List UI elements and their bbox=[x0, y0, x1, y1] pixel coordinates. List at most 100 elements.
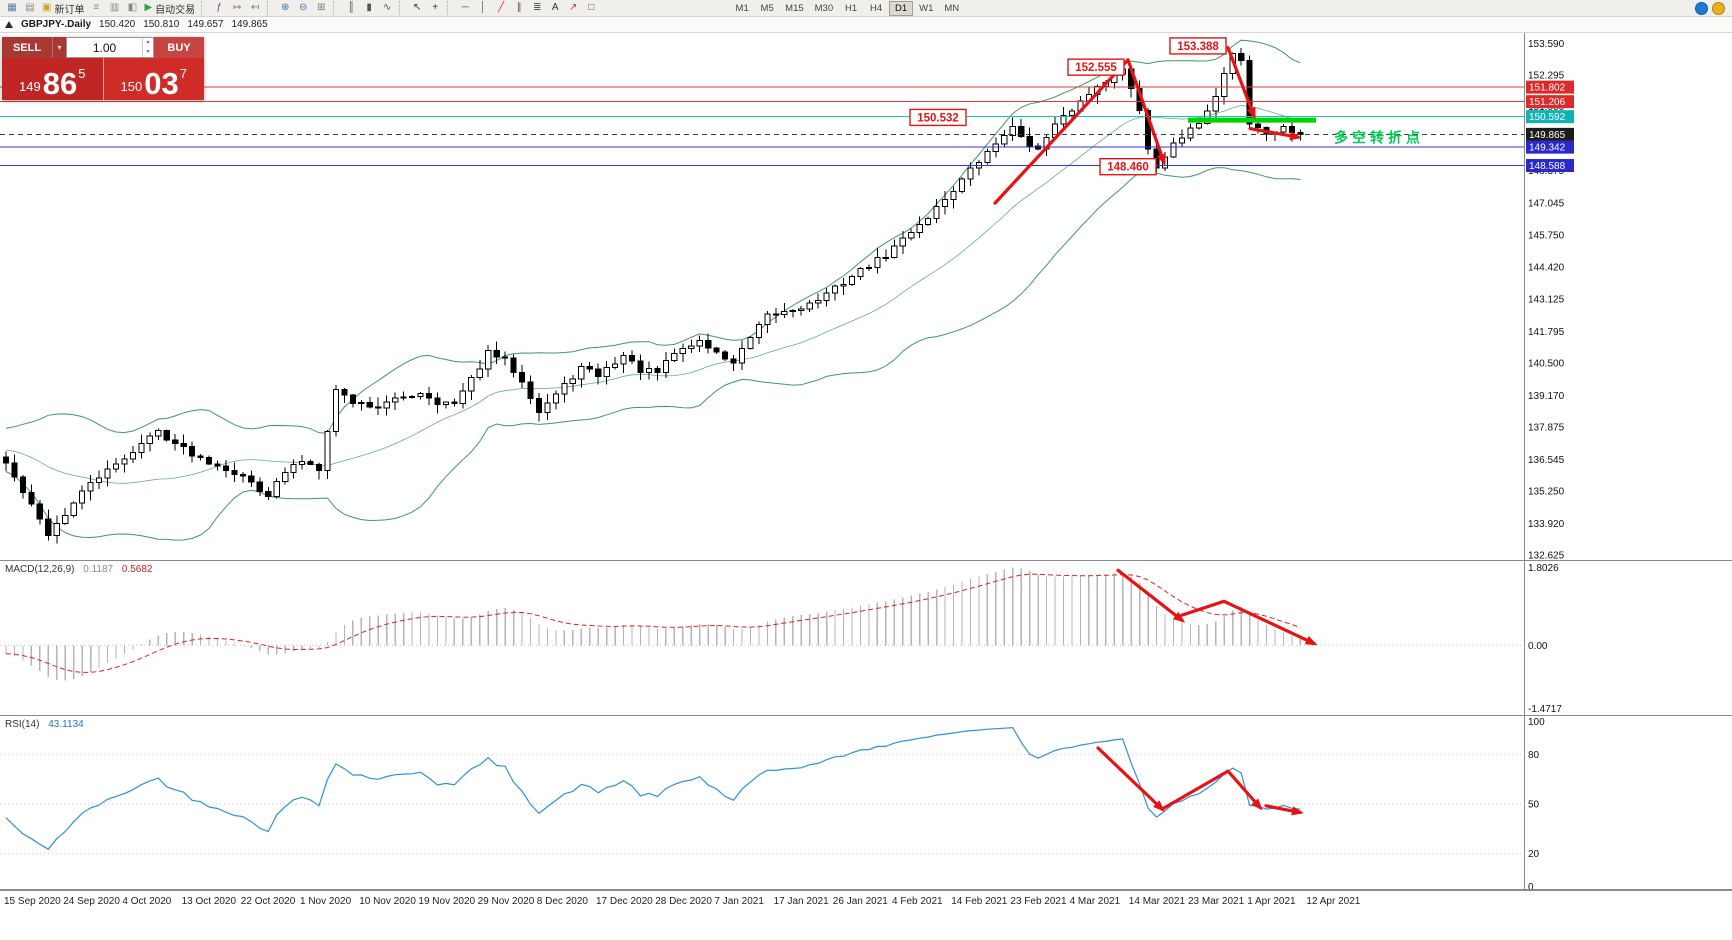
date-label: 23 Mar 2021 bbox=[1188, 896, 1245, 907]
volume-field: ▲ ▼ bbox=[66, 37, 154, 58]
dropdown-arrow-icon: ▾ bbox=[57, 43, 62, 52]
price-callout-text: 153.388 bbox=[1177, 41, 1219, 53]
spinner-up-icon[interactable]: ▲ bbox=[145, 39, 151, 46]
autotrading-icon: ▶ bbox=[144, 2, 153, 13]
arrow-tool-button[interactable]: ↗ bbox=[564, 1, 582, 16]
zoom-out-button[interactable]: ⊖ bbox=[294, 1, 312, 16]
date-label: 22 Oct 2020 bbox=[240, 896, 296, 907]
auto-scroll-button[interactable]: ↦ bbox=[228, 1, 246, 16]
trend-arrow bbox=[1116, 568, 1184, 622]
community-icon[interactable] bbox=[1695, 1, 1708, 15]
trend-arrow-head bbox=[1289, 131, 1302, 141]
date-label: 13 Oct 2020 bbox=[181, 896, 237, 907]
price-callout-text: 152.555 bbox=[1075, 62, 1117, 74]
ohlc-high: 150.810 bbox=[143, 19, 180, 30]
date-label: 23 Feb 2021 bbox=[1010, 896, 1067, 907]
timeframe-h1[interactable]: H1 bbox=[845, 2, 858, 14]
bollinger-lower-band bbox=[5, 167, 1301, 541]
sell-price[interactable]: 149 86 5 bbox=[2, 58, 104, 100]
volume-input[interactable] bbox=[67, 38, 142, 57]
buy-price[interactable]: 150 03 7 bbox=[103, 58, 204, 100]
turning-point-note: 多空转折点 bbox=[1334, 129, 1424, 145]
trend-arrow-head bbox=[1172, 611, 1186, 623]
order-type-dropdown[interactable]: ▾ bbox=[52, 37, 66, 58]
timeframe-h4[interactable]: H4 bbox=[870, 2, 883, 14]
timeframe-mn[interactable]: MN bbox=[944, 2, 960, 14]
autotrading-button[interactable]: ▶ 自动交易 bbox=[141, 1, 198, 16]
profiles-button[interactable]: ▤ bbox=[21, 1, 39, 16]
volume-spinner[interactable]: ▲ ▼ bbox=[142, 38, 153, 57]
new-order-button[interactable]: ▣ 新订单 bbox=[39, 1, 87, 16]
bar-chart-mode-button[interactable]: ║ bbox=[342, 1, 360, 16]
chart-title: GBPJPY-.Daily bbox=[21, 19, 92, 30]
market-watch-button[interactable]: ≡ bbox=[87, 1, 105, 16]
ohlc-close: 149.865 bbox=[231, 19, 268, 30]
vertical-line-tool-button[interactable]: │ bbox=[474, 1, 492, 16]
timeframe-m1[interactable]: M1 bbox=[735, 2, 749, 14]
date-label: 29 Nov 2020 bbox=[477, 896, 535, 907]
buy-button[interactable]: BUY bbox=[154, 37, 204, 58]
tile-windows-button[interactable]: ⊞ bbox=[312, 1, 330, 16]
channel-tool-icon: ∥ bbox=[516, 2, 522, 13]
horizontal-line-tool-button[interactable]: ─ bbox=[456, 1, 474, 16]
price-tick-label: 147.045 bbox=[1528, 199, 1565, 210]
crosshair-tool-icon: + bbox=[432, 2, 439, 13]
date-label: 1 Apr 2021 bbox=[1247, 896, 1296, 907]
indicators-icon: ƒ bbox=[216, 2, 222, 13]
arrow-tool-icon: ↗ bbox=[568, 2, 578, 13]
price-callout-box bbox=[1169, 37, 1227, 55]
candle-chart-mode-button[interactable]: ▮ bbox=[360, 1, 378, 16]
timeframe-m5[interactable]: M5 bbox=[760, 2, 774, 14]
alert-icon[interactable] bbox=[1712, 1, 1725, 15]
shapes-tool-button[interactable]: □ bbox=[582, 1, 600, 16]
trendline-tool-button[interactable]: ╱ bbox=[492, 1, 510, 16]
rsi-axis-label: 50 bbox=[1528, 800, 1540, 811]
chart-shift-button[interactable]: ↤ bbox=[246, 1, 264, 16]
indicators-button[interactable]: ƒ bbox=[210, 1, 228, 16]
price-tick-label: 135.250 bbox=[1528, 486, 1565, 497]
spinner-down-icon[interactable]: ▼ bbox=[145, 48, 151, 55]
tile-windows-icon: ⊞ bbox=[316, 2, 326, 13]
price-line-label-box bbox=[1526, 110, 1574, 124]
rsi-panel-canvas[interactable]: 100 80 50 20 0 bbox=[0, 715, 1732, 890]
timeframe-m30[interactable]: M30 bbox=[814, 2, 834, 14]
data-window-button[interactable]: ▥ bbox=[105, 1, 123, 16]
timeframe-m15[interactable]: M15 bbox=[785, 2, 804, 14]
line-chart-mode-button[interactable]: ∿ bbox=[378, 1, 396, 16]
macd-signal-value: 0.5682 bbox=[121, 564, 153, 575]
cursor-tool-button[interactable]: ↖ bbox=[408, 1, 426, 16]
channel-tool-button[interactable]: ∥ bbox=[510, 1, 528, 16]
zoom-in-button[interactable]: ⊕ bbox=[276, 1, 294, 16]
crosshair-tool-button[interactable]: + bbox=[426, 1, 444, 16]
price-tick-label: 139.170 bbox=[1528, 391, 1565, 402]
price-tick-label: 133.920 bbox=[1528, 519, 1565, 530]
rsi-axis-label: 80 bbox=[1528, 750, 1540, 761]
date-label: 15 Sep 2020 bbox=[4, 896, 61, 907]
macd-panel-canvas[interactable]: 1.8026 0.00 -1.4717 bbox=[0, 560, 1732, 715]
toolbar-separator bbox=[267, 1, 273, 15]
macd-title: MACD(12,26,9) bbox=[5, 564, 75, 575]
sell-button[interactable]: SELL bbox=[2, 37, 52, 58]
time-axis[interactable]: 15 Sep 2020 24 Sep 2020 4 Oct 2020 13 Oct 2… bbox=[0, 890, 1732, 912]
date-label: 4 Oct 2020 bbox=[122, 896, 172, 907]
rsi-axis-label: 100 bbox=[1528, 717, 1545, 728]
sell-price-pip: 5 bbox=[78, 66, 86, 81]
price-callout-box bbox=[1099, 158, 1157, 176]
bollinger-upper-band bbox=[5, 39, 1301, 434]
new-chart-button[interactable]: ▦ bbox=[3, 1, 21, 16]
timeframe-d1[interactable]: D1 bbox=[889, 0, 914, 16]
text-tool-button[interactable]: A bbox=[546, 1, 564, 16]
main-chart-canvas[interactable]: 153.590152.295151.000149.670148.375147.0… bbox=[0, 33, 1732, 560]
candle-chart-mode-icon: ▮ bbox=[366, 2, 372, 13]
trend-arrow bbox=[1096, 746, 1164, 811]
chart-title-strip: GBPJPY-.Daily 150.420 150.810 149.657 14… bbox=[0, 17, 1732, 33]
fibonacci-tool-button[interactable]: ≣ bbox=[528, 1, 546, 16]
navigator-button[interactable]: ◧ bbox=[123, 1, 141, 16]
price-tick-label: 141.795 bbox=[1528, 327, 1565, 338]
rsi-title: RSI(14) bbox=[5, 719, 40, 730]
price-line-label: 149.865 bbox=[1529, 130, 1566, 141]
zoom-out-icon: ⊖ bbox=[298, 2, 308, 13]
buy-price-pip: 7 bbox=[179, 66, 187, 81]
timeframe-w1[interactable]: W1 bbox=[919, 2, 934, 14]
